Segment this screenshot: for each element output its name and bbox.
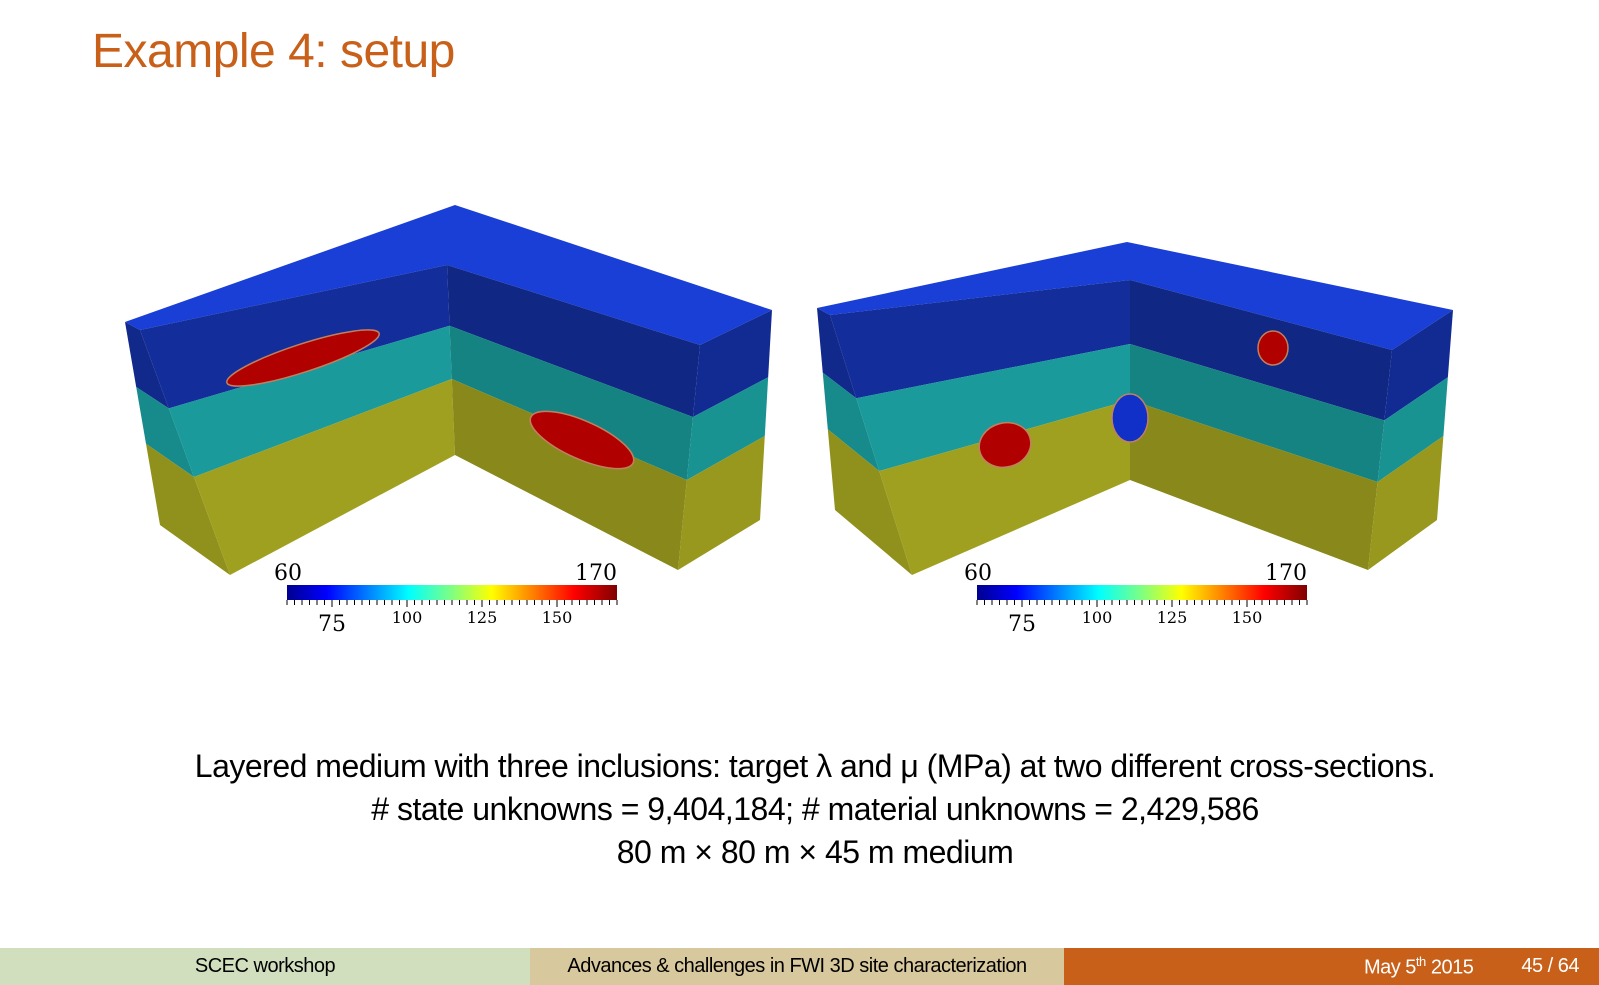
colorbar-tick-label: 75 xyxy=(318,612,346,637)
front-face-right-layer-2 xyxy=(1130,344,1385,482)
left-end-face-layer-2 xyxy=(136,386,194,477)
colorbar-tick-label: 75 xyxy=(1008,612,1036,637)
front-face-right-layer-1 xyxy=(447,265,700,417)
colorbar-max-label: 170 xyxy=(575,561,617,586)
right-end-face-layer-3 xyxy=(678,436,765,570)
front-face-right-layer-3 xyxy=(1130,400,1378,570)
colorbar-min-label: 60 xyxy=(964,561,992,586)
left-end-face-layer-1 xyxy=(125,322,169,409)
colorbar-tick-label: 125 xyxy=(1157,608,1188,627)
footer-date: May 5th 2015 xyxy=(1363,953,1474,979)
colorbar-right: 60 170 75 100 125 150 xyxy=(964,561,1308,637)
caption-line-2: # state unknowns = 9,404,184; # material… xyxy=(371,791,1259,827)
slide-title: Example 4: setup xyxy=(92,25,455,78)
footer-bar: SCEC workshop Advances & challenges in F… xyxy=(0,948,1599,985)
colorbar-tick-label: 100 xyxy=(1082,608,1113,627)
colorbar-left: 60 170 75 100 125 150 xyxy=(274,561,618,637)
right-end-face-layer-2 xyxy=(1377,377,1448,482)
footer-event: SCEC workshop xyxy=(0,948,530,985)
top-face xyxy=(817,242,1453,350)
footer-page-number: 45 / 64 xyxy=(1521,955,1579,977)
front-face-right-layer-2 xyxy=(449,325,693,480)
front-face-left-layer-1 xyxy=(830,280,1130,399)
colorbar-tick-label: 100 xyxy=(392,608,423,627)
colorbar-min-label: 60 xyxy=(274,561,302,586)
caption-line-3: 80 m × 80 m × 45 m medium xyxy=(616,834,1014,870)
footer-talk-title: Advances & challenges in FWI 3D site cha… xyxy=(530,948,1064,985)
front-face-left-layer-2 xyxy=(168,325,452,477)
front-face-right-layer-3 xyxy=(451,379,687,570)
colorbar-gradient xyxy=(977,585,1307,600)
right-end-face-layer-2 xyxy=(686,377,769,480)
inclusion xyxy=(529,410,635,470)
front-face-left-layer-3 xyxy=(879,400,1130,575)
right-end-face-layer-3 xyxy=(1368,436,1444,570)
inclusion xyxy=(226,329,380,387)
inclusion xyxy=(1111,393,1149,443)
colorbar-gradient xyxy=(287,585,617,600)
colorbar-tick-label: 125 xyxy=(467,608,498,627)
caption-line-1: Layered medium with three inclusions: ta… xyxy=(194,748,1436,784)
left-end-face-layer-3 xyxy=(146,443,230,575)
front-face-left-layer-3 xyxy=(194,379,455,575)
right-end-face-layer-1 xyxy=(1384,310,1453,421)
right-end-face-layer-1 xyxy=(692,310,772,417)
model-block-left xyxy=(125,205,772,575)
left-end-face-layer-3 xyxy=(827,429,912,575)
colorbar-tick-label: 150 xyxy=(1232,608,1263,627)
left-end-face-layer-1 xyxy=(817,308,857,399)
footer-date-page: May 5th 2015 45 / 64 xyxy=(1064,948,1599,985)
inclusion xyxy=(1257,330,1289,366)
model-block-right xyxy=(817,242,1453,575)
colorbar-tick-label: 150 xyxy=(542,608,573,627)
front-face-left-layer-1 xyxy=(140,265,450,409)
left-end-face-layer-2 xyxy=(822,372,880,471)
front-face-left-layer-2 xyxy=(856,344,1130,471)
colorbar-max-label: 170 xyxy=(1265,561,1307,586)
inclusion xyxy=(978,421,1032,469)
top-face xyxy=(125,205,772,345)
